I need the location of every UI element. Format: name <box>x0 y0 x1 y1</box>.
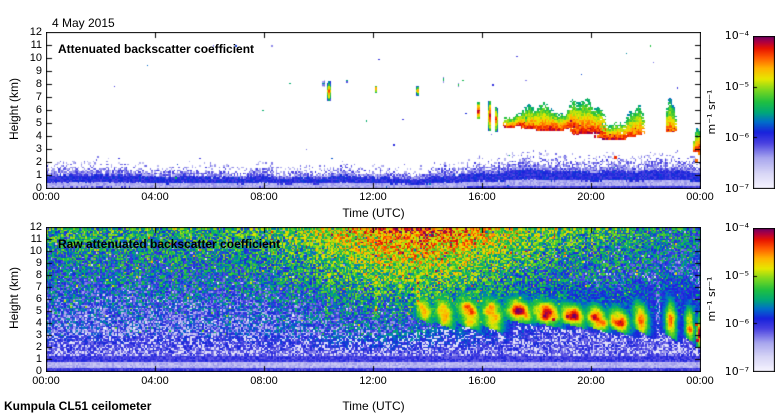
y-tick-label: 8 <box>35 78 42 90</box>
x-tick-label: 12:00 <box>359 191 387 203</box>
y-axis-label: Height (km) <box>7 266 21 329</box>
y-tick-label: 3 <box>35 329 42 341</box>
x-axis-label: Time (UTC) <box>342 399 405 413</box>
top-panel-heatmap <box>46 32 701 189</box>
colorbar-tick-label: 10⁻⁵ <box>724 80 749 93</box>
colorbar-unit-label: m⁻¹ sr⁻¹ <box>705 89 718 134</box>
colorbar-tick-label: 10⁻⁶ <box>724 131 749 144</box>
y-tick-label: 11 <box>30 233 42 245</box>
colorbar-tick-label: 10⁻⁵ <box>724 269 749 282</box>
y-tick-label: 1 <box>35 353 42 365</box>
y-tick-label: 10 <box>29 52 42 64</box>
y-tick-label: 2 <box>35 156 42 168</box>
figure-footer: Kumpula CL51 ceilometer <box>4 399 152 413</box>
x-tick-label: 04:00 <box>141 191 169 203</box>
y-tick-label: 4 <box>35 317 42 329</box>
y-tick-label: 9 <box>35 257 42 269</box>
x-tick-label: 00:00 <box>686 375 714 387</box>
y-tick-label: 2 <box>35 341 42 353</box>
x-tick-label: 16:00 <box>468 375 496 387</box>
y-tick-label: 1 <box>35 169 42 181</box>
y-tick-label: 8 <box>35 269 42 281</box>
y-tick-label: 0 <box>35 365 42 377</box>
y-tick-label: 10 <box>29 245 42 257</box>
x-tick-label: 00:00 <box>32 375 60 387</box>
x-tick-label: 20:00 <box>577 191 605 203</box>
bottom-panel-title: Raw attenuated backscatter coefficient <box>58 237 281 251</box>
y-tick-label: 3 <box>35 143 42 155</box>
top-colorbar <box>753 36 775 189</box>
y-tick-label: 9 <box>35 65 42 77</box>
x-tick-label: 08:00 <box>250 191 278 203</box>
bottom-panel-heatmap <box>46 227 701 372</box>
x-tick-label: 12:00 <box>359 375 387 387</box>
colorbar-tick-label: 10⁻⁷ <box>724 182 749 195</box>
y-tick-label: 6 <box>35 104 42 116</box>
y-tick-label: 5 <box>35 305 42 317</box>
y-tick-label: 11 <box>30 39 42 51</box>
x-tick-label: 00:00 <box>32 191 60 203</box>
y-tick-label: 0 <box>35 182 42 194</box>
y-tick-label: 4 <box>35 130 42 142</box>
x-tick-label: 04:00 <box>141 375 169 387</box>
top-panel-title: Attenuated backscatter coefficient <box>58 42 255 56</box>
date-title: 4 May 2015 <box>52 16 115 30</box>
colorbar-unit-label: m⁻¹ sr⁻¹ <box>705 276 718 322</box>
colorbar-tick-label: 10⁻⁴ <box>724 221 749 234</box>
y-tick-label: 5 <box>35 117 42 129</box>
x-tick-label: 00:00 <box>686 191 714 203</box>
x-tick-label: 20:00 <box>577 375 605 387</box>
x-axis-label: Time (UTC) <box>342 206 405 220</box>
bottom-colorbar <box>753 228 775 372</box>
y-tick-label: 6 <box>35 293 42 305</box>
colorbar-tick-label: 10⁻⁴ <box>724 29 749 42</box>
y-tick-label: 12 <box>29 26 42 38</box>
y-tick-label: 12 <box>29 221 42 233</box>
x-tick-label: 16:00 <box>468 191 496 203</box>
y-tick-label: 7 <box>35 91 42 103</box>
y-axis-label: Height (km) <box>7 77 21 140</box>
colorbar-tick-label: 10⁻⁶ <box>724 317 749 330</box>
y-tick-label: 7 <box>35 281 42 293</box>
x-tick-label: 08:00 <box>250 375 278 387</box>
colorbar-tick-label: 10⁻⁷ <box>724 365 749 378</box>
